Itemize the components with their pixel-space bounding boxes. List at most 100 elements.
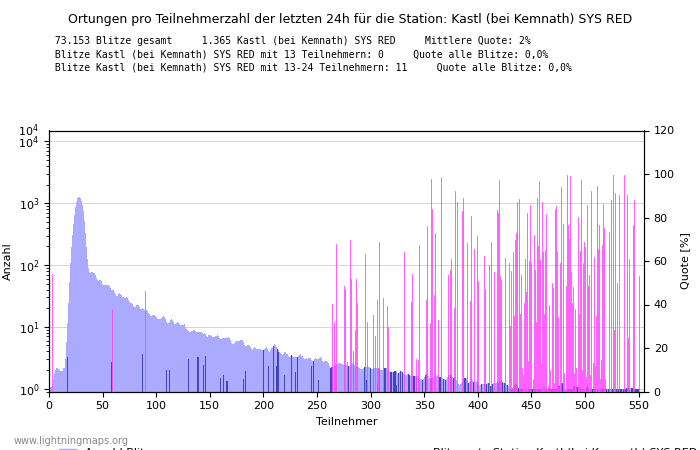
Bar	[281, 354, 282, 450]
Bar	[520, 389, 522, 450]
Bar	[279, 352, 280, 450]
Bar	[599, 389, 601, 450]
Bar	[608, 389, 609, 450]
Bar	[424, 377, 425, 450]
Bar	[562, 382, 563, 450]
Bar	[242, 379, 244, 450]
Bar	[531, 389, 532, 450]
Bar	[592, 389, 593, 450]
Bar	[172, 320, 173, 450]
Bar	[359, 368, 360, 450]
Bar	[383, 369, 384, 450]
Bar	[550, 388, 552, 450]
Bar	[147, 311, 148, 450]
Bar	[427, 374, 428, 450]
Bar	[566, 389, 567, 450]
Bar	[183, 324, 185, 450]
Bar	[601, 389, 602, 450]
Bar	[113, 290, 114, 450]
Bar	[201, 332, 202, 450]
Bar	[68, 303, 69, 450]
Bar	[185, 327, 186, 450]
Bar	[567, 389, 568, 450]
Bar	[594, 389, 595, 450]
Bar	[327, 362, 328, 450]
Bar	[426, 374, 427, 450]
Bar	[615, 389, 617, 450]
Bar	[478, 384, 480, 450]
Bar	[94, 275, 96, 450]
Bar	[248, 345, 249, 450]
Bar	[298, 356, 300, 450]
Bar	[133, 306, 134, 450]
Bar	[556, 389, 557, 450]
Bar	[502, 382, 503, 450]
Bar	[492, 384, 493, 450]
Bar	[625, 389, 626, 450]
Bar	[187, 329, 188, 450]
Bar	[314, 359, 316, 450]
Bar	[157, 319, 158, 450]
Bar	[375, 369, 377, 450]
Bar	[111, 290, 112, 450]
Bar	[488, 383, 489, 450]
Bar	[624, 389, 625, 450]
Bar	[466, 379, 467, 450]
Bar	[116, 296, 117, 450]
Bar	[468, 382, 469, 450]
Bar	[613, 389, 615, 450]
Bar	[485, 385, 486, 450]
Bar	[477, 382, 478, 450]
Bar	[530, 389, 531, 450]
Bar	[530, 389, 531, 450]
Bar	[80, 201, 82, 450]
Bar	[435, 376, 437, 450]
Bar	[549, 387, 550, 450]
Bar	[565, 389, 566, 450]
Bar	[604, 389, 605, 450]
Bar	[324, 361, 325, 450]
Bar	[62, 370, 64, 450]
Bar	[460, 384, 461, 450]
Bar	[203, 365, 204, 450]
Bar	[290, 355, 292, 450]
Bar	[316, 359, 318, 450]
Bar	[399, 372, 400, 450]
Text: $10^4$: $10^4$	[18, 122, 38, 139]
Bar	[501, 381, 502, 450]
Bar	[352, 364, 353, 450]
Bar	[540, 389, 542, 450]
Bar	[206, 336, 207, 450]
Bar	[318, 358, 320, 450]
Bar	[609, 389, 610, 450]
Bar	[586, 387, 587, 450]
Bar	[400, 371, 401, 450]
Bar	[377, 369, 379, 450]
Bar	[321, 358, 322, 450]
Bar	[249, 345, 250, 450]
Bar	[503, 383, 504, 450]
Bar	[309, 358, 310, 450]
Bar	[381, 370, 382, 450]
Bar	[486, 384, 487, 450]
Bar	[470, 381, 471, 450]
Bar	[428, 376, 429, 450]
Bar	[488, 383, 489, 450]
Bar	[611, 389, 612, 450]
Bar	[528, 389, 530, 450]
Bar	[197, 357, 199, 450]
Bar	[609, 389, 610, 450]
Bar	[56, 368, 57, 450]
Bar	[456, 380, 457, 450]
Bar	[276, 349, 278, 450]
Bar	[320, 356, 321, 450]
Bar	[342, 364, 343, 450]
Bar	[534, 389, 536, 450]
Bar	[339, 363, 340, 450]
Bar	[613, 389, 615, 450]
Bar	[164, 317, 165, 450]
Bar	[274, 345, 276, 450]
Bar	[222, 338, 223, 450]
Bar	[564, 388, 565, 450]
Bar	[554, 389, 556, 450]
